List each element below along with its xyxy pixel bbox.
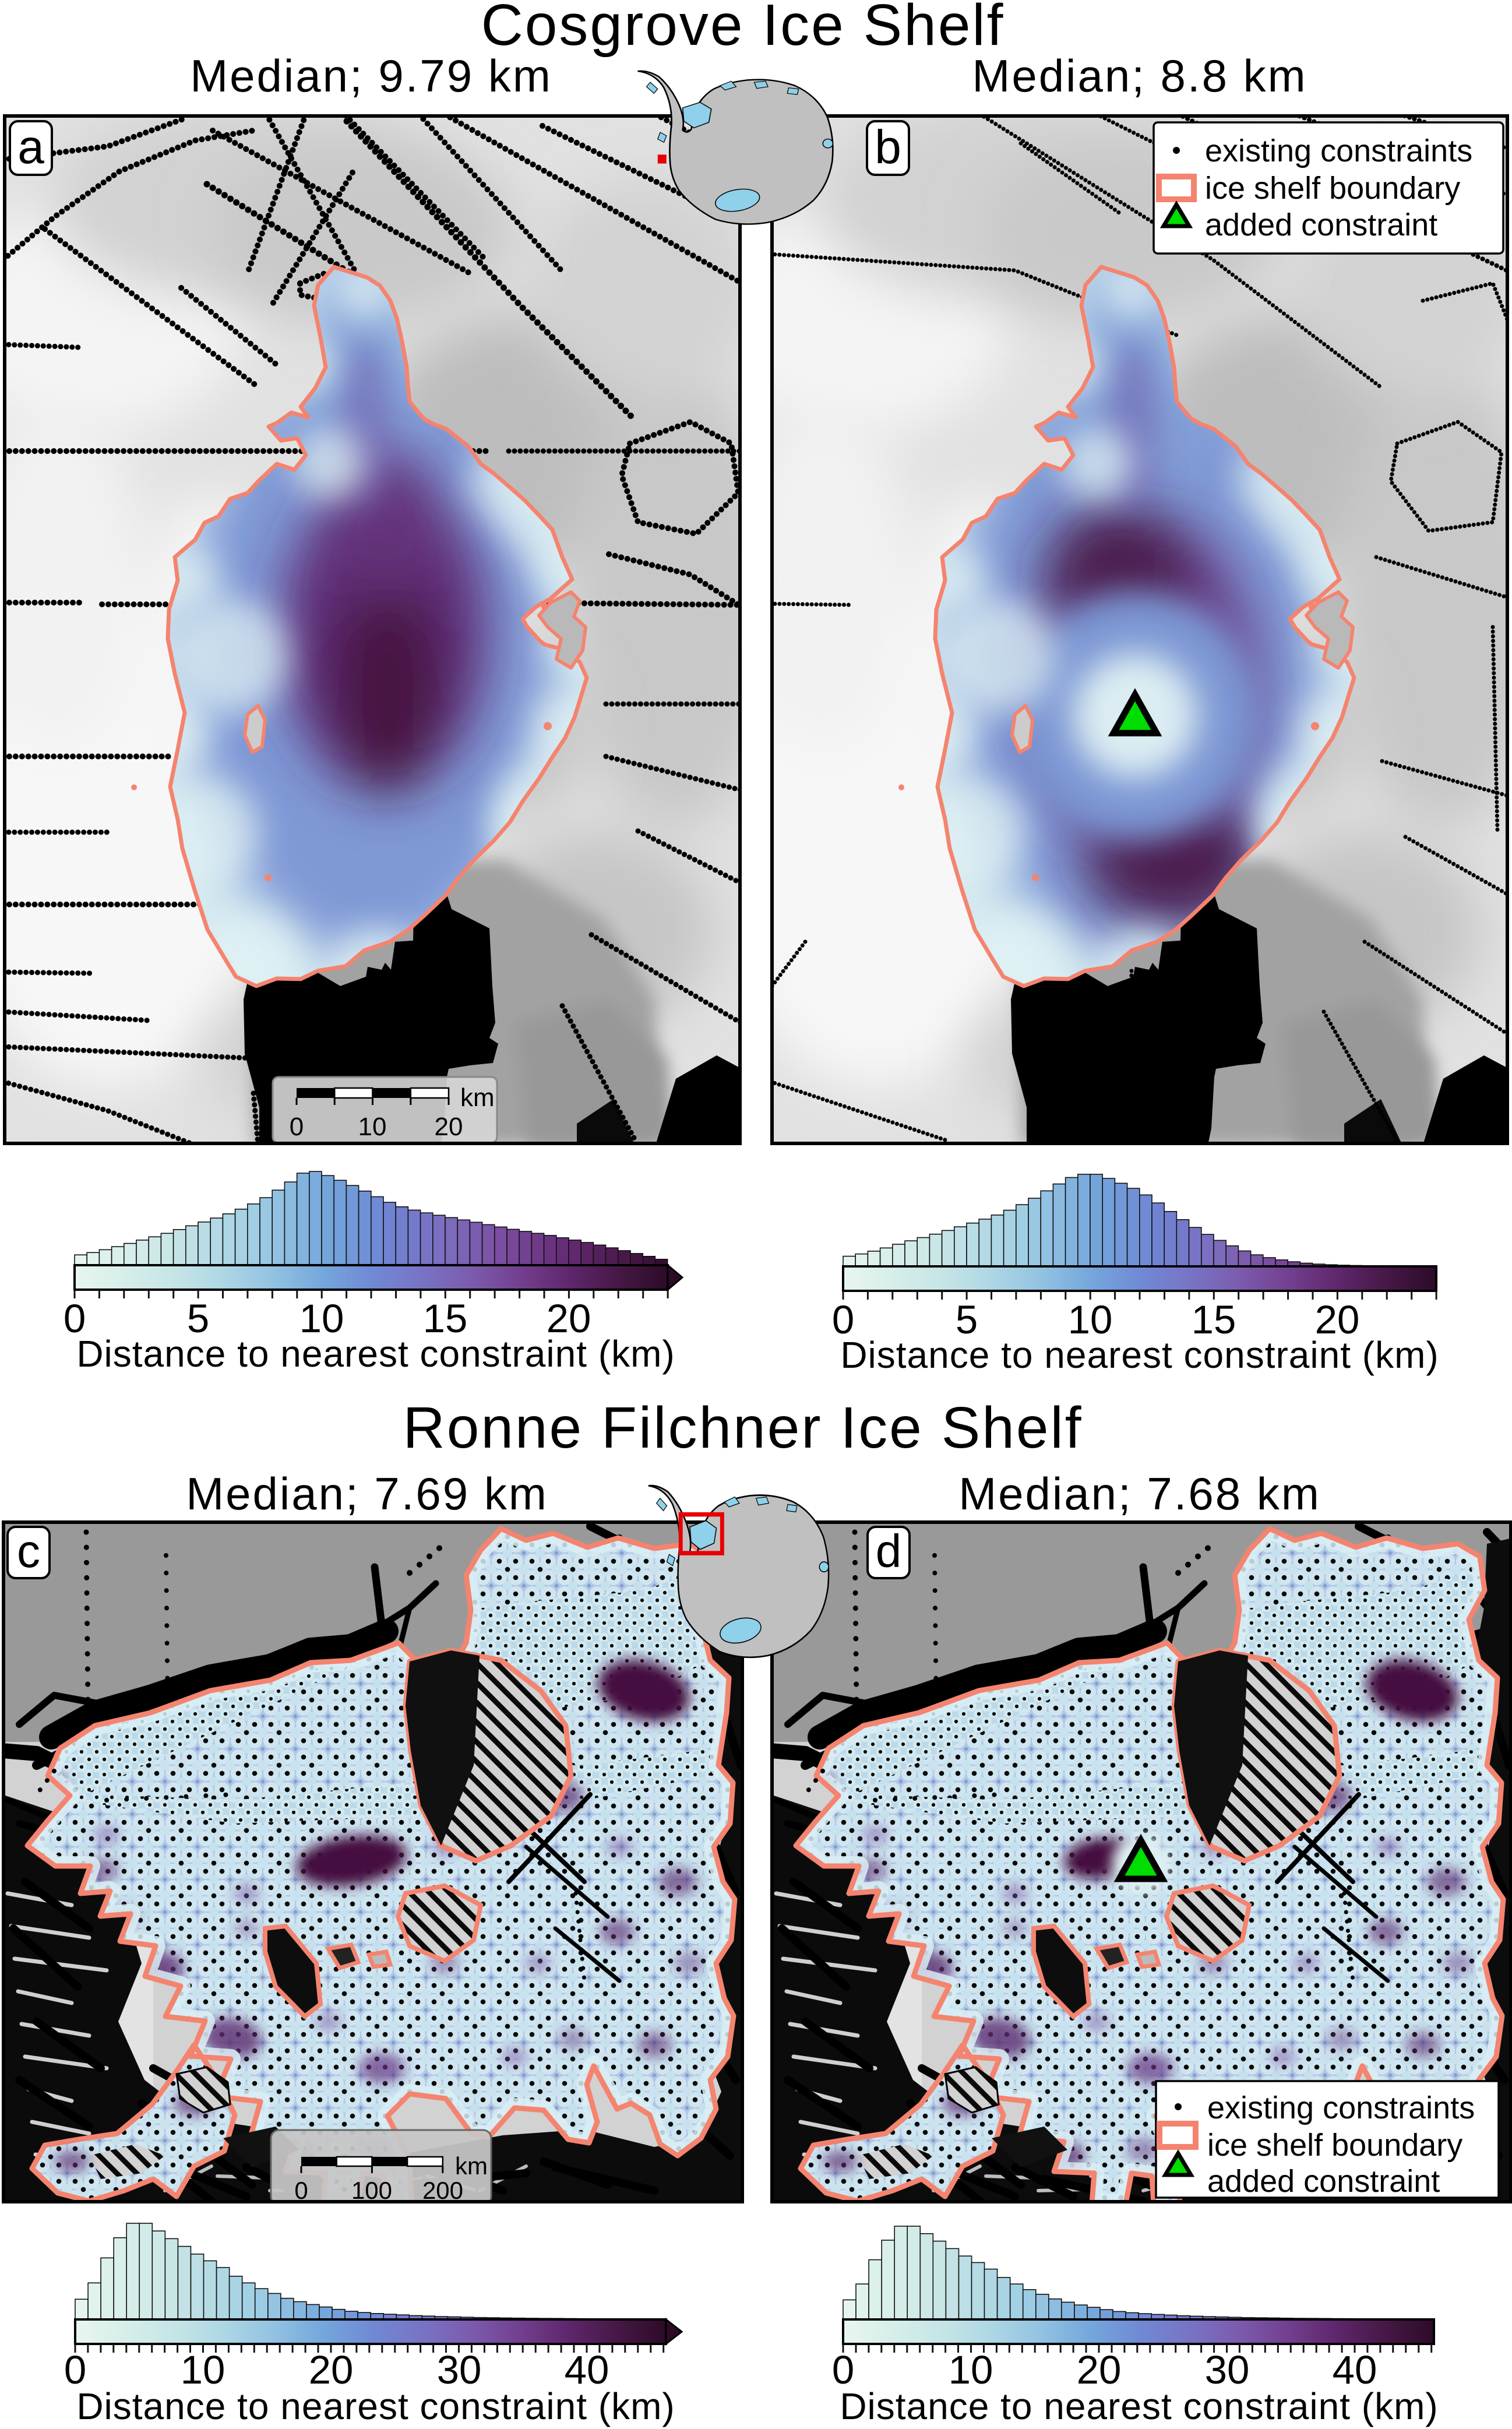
svg-text:c: c [17,1525,40,1577]
svg-text:ice shelf boundary: ice shelf boundary [1207,2128,1462,2163]
svg-text:existing constraints: existing constraints [1205,133,1472,168]
svg-text:added constraint: added constraint [1205,207,1437,242]
svg-text:ice shelf boundary: ice shelf boundary [1205,171,1460,206]
svg-text:0: 0 [294,2177,308,2203]
svg-text:km: km [455,2152,488,2180]
svg-text:0: 0 [290,1113,304,1141]
svg-text:100: 100 [351,2177,392,2203]
svg-text:d: d [876,1525,902,1577]
svg-text:a: a [17,121,44,174]
svg-text:existing constraints: existing constraints [1207,2090,1475,2125]
svg-text:200: 200 [422,2177,463,2203]
svg-text:20: 20 [435,1113,463,1141]
svg-text:10: 10 [358,1113,387,1141]
svg-text:added constraint: added constraint [1207,2164,1440,2199]
svg-text:km: km [460,1083,495,1112]
svg-text:b: b [875,121,901,174]
